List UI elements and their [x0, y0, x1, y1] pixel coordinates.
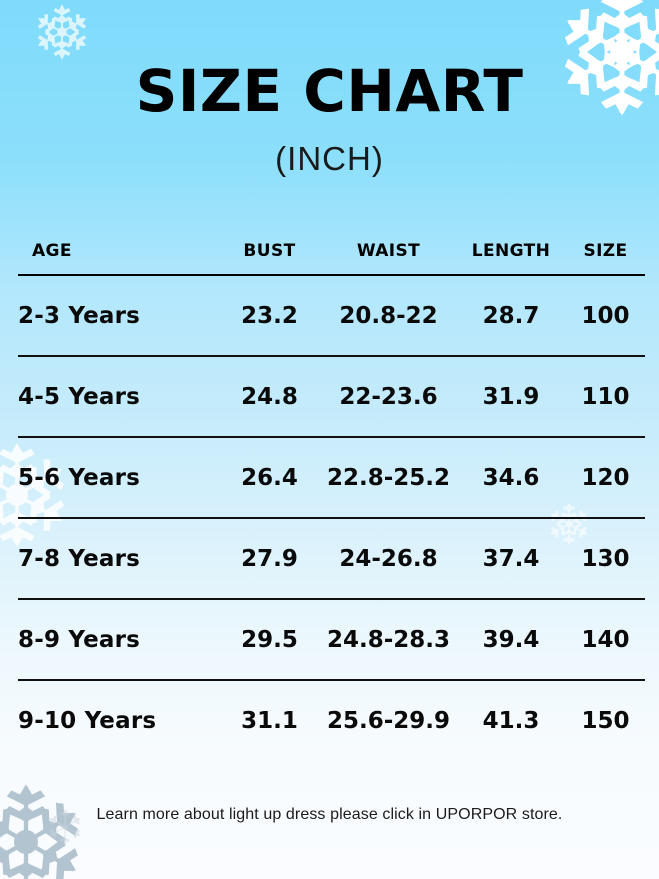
cell-length: 39.4	[456, 599, 566, 681]
cell-length: 28.7	[456, 275, 566, 357]
column-header-length: LENGTH	[456, 228, 566, 276]
size-chart-table-wrapper: AGE BUST WAIST LENGTH SIZE 2-3 Years 23.…	[18, 228, 645, 760]
table-row: 7-8 Years 27.9 24-26.8 37.4 130	[18, 518, 645, 600]
cell-length: 41.3	[482, 707, 540, 734]
size-chart-table: AGE BUST WAIST LENGTH SIZE 2-3 Years 23.…	[18, 228, 645, 760]
cell-length: 34.6	[456, 437, 566, 519]
snowflake-top-left-icon	[32, 2, 92, 62]
cell-age: 8-9 Years	[18, 599, 218, 681]
cell-age: 7-8 Years	[18, 518, 218, 600]
cell-bust: 27.9	[218, 518, 321, 600]
table-header: AGE BUST WAIST LENGTH SIZE	[18, 228, 645, 276]
table-row: 2-3 Years 23.2 20.8-22 28.7 100	[18, 275, 645, 357]
snowflake-bottom-left-icon	[0, 782, 86, 879]
cell-bust: 23.2	[218, 275, 321, 357]
column-header-bust: BUST	[218, 228, 321, 276]
cell-size: 100	[566, 275, 645, 357]
footer-note: Learn more about light up dress please c…	[96, 806, 563, 823]
cell-waist: 22.8-25.2	[321, 437, 456, 519]
cell-length: 37.4	[456, 518, 566, 600]
page-title: SIZE CHART	[135, 57, 524, 125]
cell-size: 130	[566, 518, 645, 600]
table-row: 9-10 Years 31.1 25.6-29.9 41.3 150	[18, 680, 645, 760]
column-header-size: SIZE	[566, 228, 645, 276]
table-row: 4-5 Years 24.8 22-23.6 31.9 110	[18, 356, 645, 438]
cell-age: 9-10 Years	[18, 707, 157, 734]
cell-bust: 29.5	[218, 599, 321, 681]
title-block: SIZE CHART (INCH)	[0, 62, 659, 175]
unit-label: (INCH)	[275, 140, 384, 177]
cell-size: 110	[566, 356, 645, 438]
cell-waist: 22-23.6	[321, 356, 456, 438]
cell-size: 140	[566, 599, 645, 681]
cell-waist: 20.8-22	[321, 275, 456, 357]
cell-waist: 24.8-28.3	[321, 599, 456, 681]
table-header-row: AGE BUST WAIST LENGTH SIZE	[18, 228, 645, 276]
cell-length: 31.9	[456, 356, 566, 438]
cell-waist: 25.6-29.9	[326, 707, 451, 734]
cell-size: 120	[566, 437, 645, 519]
cell-age: 2-3 Years	[18, 275, 218, 357]
column-header-age: AGE	[18, 228, 218, 276]
table-row: 8-9 Years 29.5 24.8-28.3 39.4 140	[18, 599, 645, 681]
table-row: 5-6 Years 26.4 22.8-25.2 34.6 120	[18, 437, 645, 519]
cell-waist: 24-26.8	[321, 518, 456, 600]
column-header-waist: WAIST	[321, 228, 456, 276]
cell-size: 150	[581, 707, 630, 734]
cell-age: 4-5 Years	[18, 356, 218, 438]
cell-bust: 24.8	[218, 356, 321, 438]
cell-bust: 26.4	[218, 437, 321, 519]
table-body: 2-3 Years 23.2 20.8-22 28.7 100 4-5 Year…	[18, 275, 645, 760]
cell-bust: 31.1	[241, 707, 298, 734]
cell-age: 5-6 Years	[18, 437, 218, 519]
